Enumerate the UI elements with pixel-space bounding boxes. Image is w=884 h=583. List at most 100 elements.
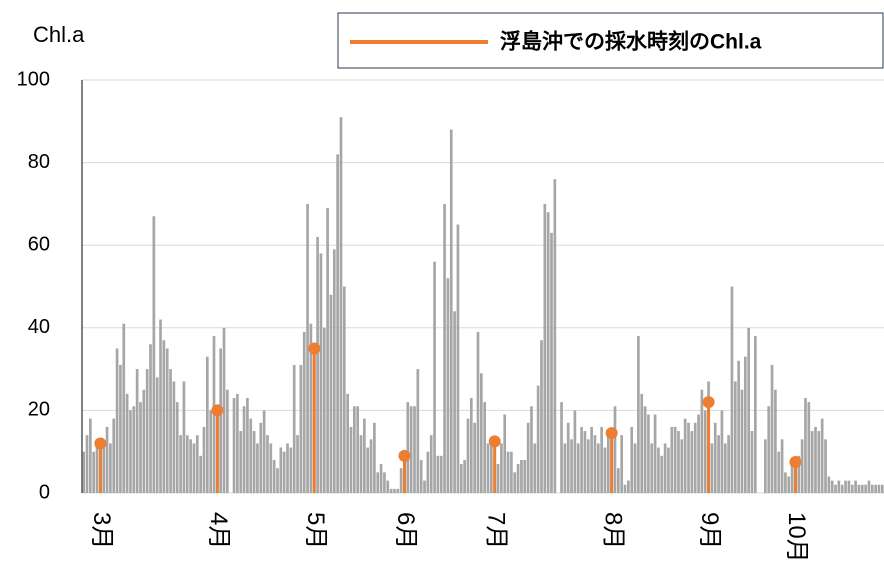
- bar: [282, 451, 286, 493]
- bar: [580, 426, 583, 493]
- bar: [774, 389, 777, 493]
- bar: [723, 443, 727, 493]
- bar: [182, 381, 186, 493]
- bar: [510, 451, 513, 493]
- bar: [149, 344, 152, 493]
- bar: [730, 286, 734, 493]
- bar: [413, 406, 416, 493]
- bar: [105, 426, 109, 493]
- x-tick-label: 10月: [783, 512, 810, 563]
- bar: [239, 431, 243, 493]
- bar: [513, 472, 517, 493]
- bar: [854, 480, 857, 493]
- sample-dot: [488, 435, 501, 448]
- bar: [740, 389, 744, 493]
- bar: [867, 480, 871, 493]
- bar: [286, 443, 289, 493]
- bar: [530, 406, 533, 493]
- bar: [202, 426, 206, 493]
- bar: [713, 422, 717, 493]
- bar: [560, 402, 563, 493]
- bar: [366, 447, 370, 493]
- bar: [486, 443, 490, 493]
- bar: [135, 369, 139, 493]
- bar: [346, 393, 349, 493]
- y-axis-label: Chl.a: [33, 22, 85, 47]
- bar: [162, 340, 166, 493]
- bar: [379, 464, 383, 493]
- bar: [436, 455, 440, 493]
- bar: [687, 422, 690, 493]
- bar: [643, 406, 647, 493]
- bar: [169, 369, 172, 493]
- bar: [399, 468, 403, 493]
- y-tick-label: 100: [17, 68, 50, 90]
- bar: [319, 253, 323, 493]
- bar: [620, 435, 624, 493]
- bar: [112, 418, 116, 493]
- bar: [219, 348, 223, 493]
- bar: [389, 488, 393, 493]
- x-tick-label: 7月: [482, 512, 509, 549]
- bar: [647, 414, 650, 493]
- bar: [145, 369, 149, 493]
- bar: [476, 331, 480, 493]
- bar: [877, 484, 881, 493]
- bar: [667, 447, 670, 493]
- bar: [814, 426, 817, 493]
- bar: [199, 455, 202, 493]
- bar: [536, 385, 540, 493]
- bar: [222, 327, 226, 493]
- bar: [109, 443, 112, 493]
- x-tick-label: 6月: [392, 512, 419, 549]
- bar: [697, 414, 700, 493]
- bar: [834, 484, 837, 493]
- bar: [563, 443, 567, 493]
- bar: [406, 402, 410, 493]
- bar: [677, 431, 680, 493]
- bar: [122, 323, 126, 493]
- bar: [570, 439, 573, 493]
- bar: [292, 364, 296, 493]
- bar: [309, 323, 313, 493]
- bar: [660, 455, 664, 493]
- bar: [693, 422, 697, 493]
- legend-label: 浮島沖での採水時刻のChl.a: [500, 30, 762, 54]
- bar: [409, 406, 413, 493]
- bar: [469, 398, 473, 493]
- bar: [356, 406, 360, 493]
- bar: [640, 393, 644, 493]
- bar: [266, 435, 269, 493]
- bar: [132, 406, 136, 493]
- bar: [596, 443, 600, 493]
- bar: [269, 443, 273, 493]
- bar: [743, 356, 747, 493]
- bar: [523, 459, 527, 493]
- bar: [332, 249, 336, 493]
- bar: [342, 286, 346, 493]
- bar: [627, 480, 630, 493]
- bar: [857, 484, 861, 493]
- bar: [473, 422, 476, 493]
- bar: [770, 364, 774, 493]
- y-tick-label: 80: [28, 151, 50, 173]
- bar: [463, 459, 466, 493]
- bar: [429, 435, 433, 493]
- bar: [566, 422, 570, 493]
- bar: [837, 480, 841, 493]
- x-tick-label: 4月: [205, 512, 232, 549]
- bar: [302, 331, 306, 493]
- bar: [272, 459, 276, 493]
- bar: [586, 439, 590, 493]
- bar: [790, 464, 794, 493]
- bar: [606, 435, 610, 493]
- bar: [754, 336, 757, 493]
- bar: [613, 406, 617, 493]
- bar: [376, 472, 380, 493]
- bar: [226, 389, 229, 493]
- bar: [192, 443, 196, 493]
- bar: [750, 431, 754, 493]
- bar: [165, 348, 169, 493]
- bar: [443, 203, 446, 493]
- bar: [864, 484, 867, 493]
